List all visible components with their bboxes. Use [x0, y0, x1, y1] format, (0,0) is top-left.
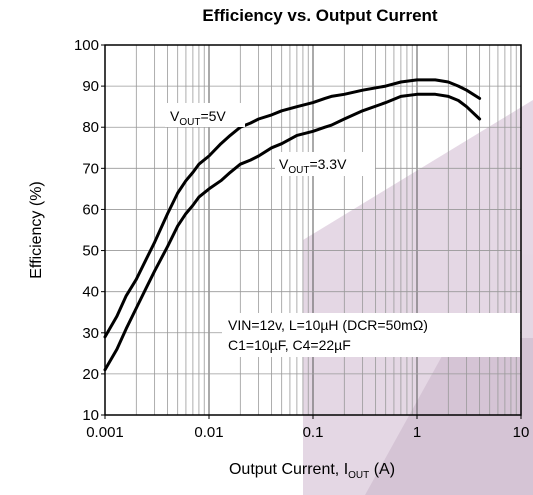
- x-axis-label-main: Output Current, I: [229, 461, 348, 478]
- series-label-5v-sub: OUT: [179, 117, 200, 128]
- y-tick-label: 50: [82, 243, 99, 260]
- conditions-line-1: VIN=12v, L=10µH (DCR=50mΩ): [228, 317, 428, 333]
- series-label-3v3: VOUT=3.3V: [279, 156, 347, 176]
- series-label-5v-rest: =5V: [200, 108, 226, 124]
- x-tick-label: 1: [413, 424, 421, 441]
- x-axis-label-sub: OUT: [348, 470, 369, 481]
- chart-title: Efficiency vs. Output Current: [202, 6, 438, 25]
- series-label-5v: VOUT=5V: [170, 108, 226, 128]
- series-layer: [103, 78, 482, 372]
- y-tick-label: 30: [82, 325, 99, 342]
- y-tick-label: 90: [82, 78, 99, 95]
- watermark-shape-upper: [303, 100, 533, 495]
- series-label-bg-5v: [165, 103, 245, 127]
- series-label-3v3-sub: OUT: [288, 165, 309, 176]
- watermark-shape-lower: [365, 338, 533, 495]
- y-tick-label: 40: [82, 284, 99, 301]
- series-line-5v: [103, 78, 482, 339]
- y-tick-label: 70: [82, 160, 99, 177]
- conditions-bg: [222, 313, 520, 357]
- watermark: [303, 100, 533, 495]
- series-label-3v3-main: V: [279, 156, 289, 172]
- x-axis-label-unit: (A): [369, 461, 395, 478]
- y-tick-label: 10: [82, 407, 99, 424]
- series-label-bg-3v3: [275, 152, 375, 176]
- y-axis-label: Efficiency (%): [28, 181, 45, 279]
- y-tick-label: 20: [82, 366, 99, 383]
- y-tick-label: 60: [82, 201, 99, 218]
- series-label-5v-main: V: [170, 108, 180, 124]
- y-tick-label: 100: [74, 37, 99, 54]
- conditions-line-2: C1=10µF, C4=22µF: [228, 337, 351, 353]
- x-tick-label: 10: [513, 424, 530, 441]
- series-line-3v3: [103, 92, 482, 372]
- x-tick-label: 0.1: [303, 424, 324, 441]
- x-axis-label: Output Current, IOUT (A): [229, 461, 395, 481]
- x-tick-label: 0.001: [86, 424, 124, 441]
- series-label-3v3-rest: =3.3V: [309, 156, 347, 172]
- tick-labels: 10 20 30 40 50 60 70 80 90 100 0.001 0.01 0.1 1 10: [74, 37, 529, 441]
- y-tick-label: 80: [82, 119, 99, 136]
- x-tick-label: 0.01: [194, 424, 223, 441]
